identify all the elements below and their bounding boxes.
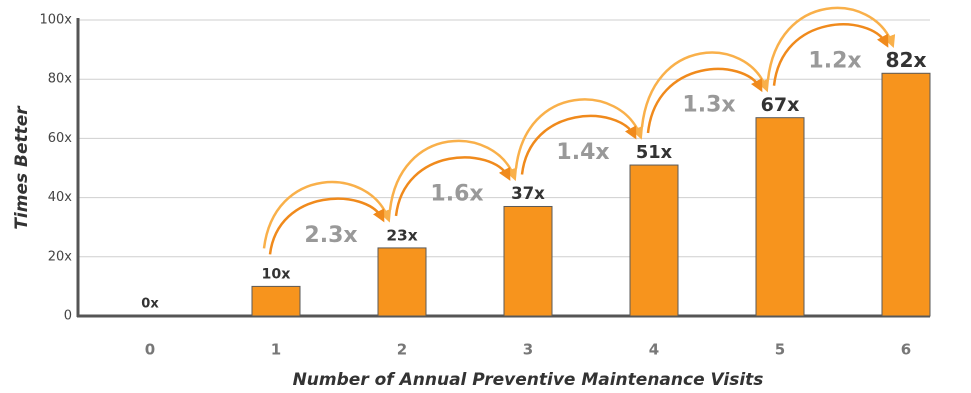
arrow-outer <box>388 139 518 211</box>
ratio-annotation: 1.6x <box>430 181 483 206</box>
arrow-inner <box>772 23 889 86</box>
arrow-outer <box>640 51 770 128</box>
bar <box>503 205 553 317</box>
arrow-outer <box>514 98 644 169</box>
x-tick-label: 1 <box>271 341 281 359</box>
bar <box>881 72 931 317</box>
x-tick-label: 2 <box>397 341 407 359</box>
value-label: 10x <box>262 266 291 282</box>
arrow-inner <box>520 114 637 175</box>
x-axis-title: Number of Annual Preventive Maintenance … <box>293 370 764 390</box>
bar <box>755 117 805 317</box>
value-label: 82x <box>885 48 926 72</box>
y-tick-label: 0 <box>64 309 72 324</box>
y-tick-label: 80x <box>48 72 73 87</box>
arrow-inner <box>394 156 511 217</box>
y-tick-label: 40x <box>48 190 73 205</box>
arrow-outer <box>262 180 392 249</box>
value-label: 0x <box>141 297 159 312</box>
bar <box>377 247 427 317</box>
y-tick-label: 20x <box>48 249 73 264</box>
arrow-outer <box>766 6 896 80</box>
x-tick-label: 4 <box>649 341 659 359</box>
bar <box>251 285 301 317</box>
ratio-annotation: 2.3x <box>304 223 357 248</box>
ratio-annotation: 1.3x <box>682 93 735 118</box>
x-tick-label: 5 <box>775 341 785 359</box>
arrow-inner <box>646 67 763 134</box>
x-tick-label: 6 <box>901 341 911 359</box>
arrow-inner <box>268 197 385 255</box>
bar <box>629 164 679 317</box>
y-tick-label: 100x <box>39 13 72 28</box>
ratio-annotation: 1.2x <box>808 48 861 73</box>
ratio-annotation: 1.4x <box>556 140 609 165</box>
value-label: 67x <box>761 94 800 116</box>
y-axis-title: Times Better <box>12 105 32 230</box>
x-tick-label: 3 <box>523 341 533 359</box>
value-label: 51x <box>636 142 673 163</box>
x-tick-label: 0 <box>145 341 155 359</box>
value-label: 37x <box>511 184 545 203</box>
y-tick-label: 60x <box>48 131 73 146</box>
value-label: 23x <box>386 226 417 244</box>
